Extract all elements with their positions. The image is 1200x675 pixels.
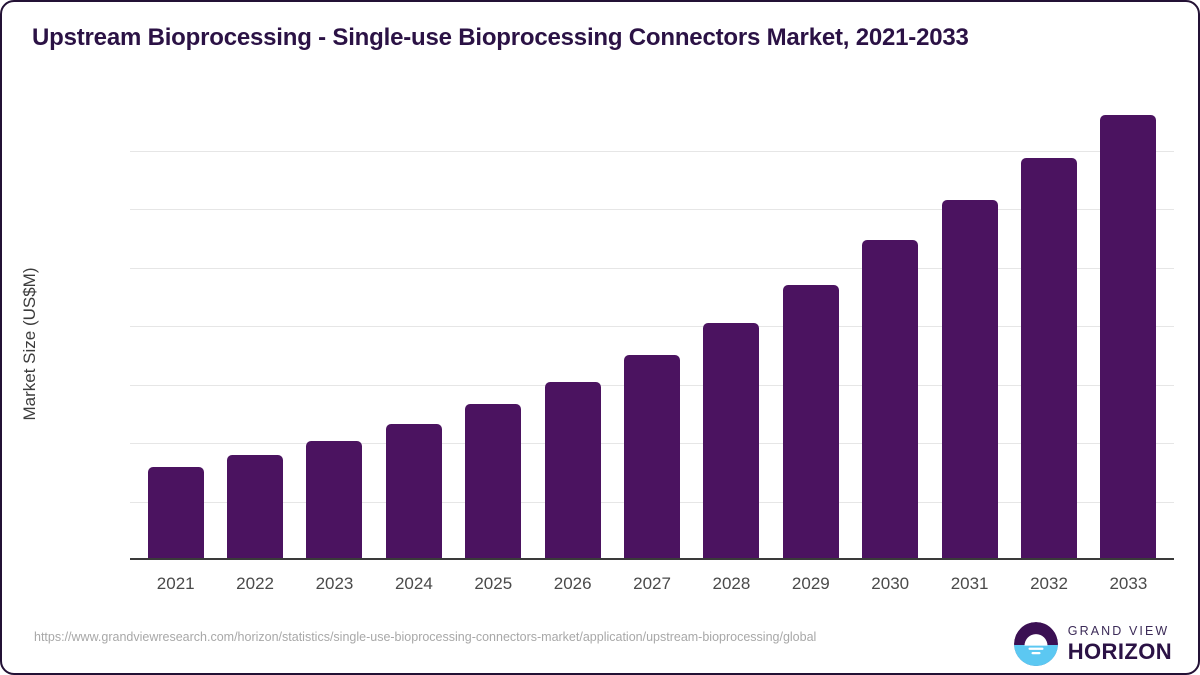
brand-line-2: HORIZON <box>1067 638 1172 664</box>
bar-group: 2024 <box>374 102 453 593</box>
source-url[interactable]: https://www.grandviewresearch.com/horizo… <box>34 630 817 644</box>
gridline <box>130 151 1174 153</box>
bar[interactable] <box>227 455 284 558</box>
y-axis-title: Market Size (US$M) <box>20 267 39 421</box>
bar[interactable] <box>941 200 998 558</box>
bar-group: 2029 <box>771 102 850 593</box>
x-axis-tick-label: 2023 <box>315 574 354 593</box>
bar[interactable] <box>147 466 204 558</box>
bar-group: 2031 <box>930 102 1009 593</box>
x-axis-tick-label: 2026 <box>553 574 592 593</box>
brand-line-1: GRAND VIEW <box>1067 624 1170 639</box>
bar[interactable] <box>782 285 839 558</box>
x-axis-tick-label: 2030 <box>871 574 910 593</box>
bar[interactable] <box>1020 157 1077 558</box>
bar-group: 2027 <box>612 102 691 593</box>
x-axis-tick-label: 2022 <box>236 574 274 593</box>
x-axis-tick-label: 2021 <box>156 574 195 593</box>
x-axis-tick-label: 2027 <box>633 574 671 593</box>
bar-group: 2032 <box>1009 102 1088 593</box>
chart-area: Market Size (US$M) 025050075010001250150… <box>2 82 1198 602</box>
bar-group: 2026 <box>533 102 612 593</box>
bar[interactable] <box>306 440 363 558</box>
bar-series: 2021 2022 2023 2024 2025 2026 2027 2028 2029 2030… <box>130 102 1174 593</box>
x-axis-tick-label: 2025 <box>474 574 513 593</box>
x-axis-tick-label: 2032 <box>1030 574 1068 593</box>
bar[interactable] <box>465 404 522 558</box>
bar-group: 2028 <box>692 102 771 593</box>
page-title: Upstream Bioprocessing - Single-use Biop… <box>32 24 969 51</box>
bar-group: 2033 <box>1089 102 1168 593</box>
x-axis-tick-label: 2029 <box>791 574 830 593</box>
x-axis-tick-label: 2024 <box>394 574 433 593</box>
x-axis-tick-label: 2031 <box>950 574 989 593</box>
bar[interactable] <box>703 323 760 558</box>
brand-text: GRAND VIEW HORIZON <box>1068 625 1172 663</box>
bar-group: 2030 <box>851 102 930 593</box>
bar[interactable] <box>624 354 681 558</box>
gridline <box>130 209 1174 211</box>
brand-logo[interactable]: GRAND VIEW HORIZON <box>1013 622 1172 666</box>
bar-group: 2023 <box>295 102 374 593</box>
x-axis-tick-label: 2028 <box>712 574 751 593</box>
bar-group: 2022 <box>215 102 294 593</box>
plot-area: 02505007501000125015001750 2021202220232… <box>130 102 1174 593</box>
bar[interactable] <box>385 424 442 558</box>
x-axis-tick-label: 2033 <box>1109 574 1148 593</box>
gridline <box>130 267 1174 269</box>
horizon-sun-icon <box>1013 622 1058 666</box>
x-axis-line <box>130 558 1174 560</box>
bar[interactable] <box>1100 115 1157 558</box>
bar[interactable] <box>544 381 601 558</box>
bar-group: 2025 <box>454 102 533 593</box>
bar-group: 2021 <box>136 102 215 593</box>
bar[interactable] <box>862 240 919 558</box>
gridline <box>130 326 1174 328</box>
